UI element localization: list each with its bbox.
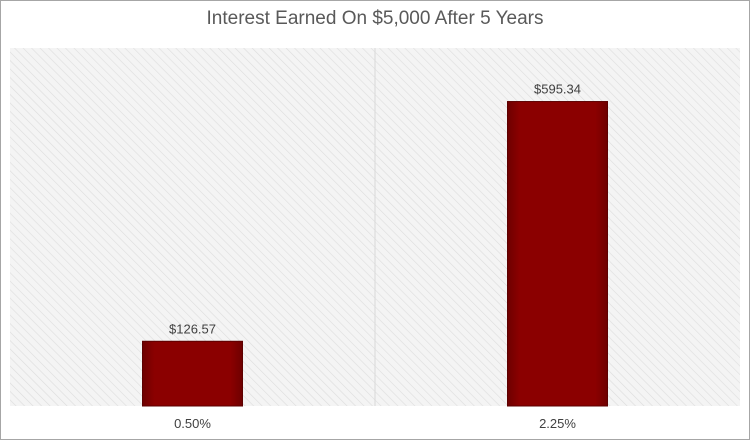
bar-1: [507, 101, 608, 407]
x-tick-label-1: 2.25%: [539, 416, 576, 431]
bar-0: [142, 340, 243, 407]
data-label-1: $595.34: [534, 82, 581, 97]
bar-group: [142, 101, 608, 407]
tick-label-group: 0.50% 2.25%: [174, 416, 576, 431]
data-label-0: $126.57: [169, 321, 216, 336]
chart-title: Interest Earned On $5,000 After 5 Years: [206, 8, 544, 29]
x-tick-label-0: 0.50%: [174, 416, 211, 431]
data-label-group: $126.57 $595.34: [169, 82, 581, 337]
